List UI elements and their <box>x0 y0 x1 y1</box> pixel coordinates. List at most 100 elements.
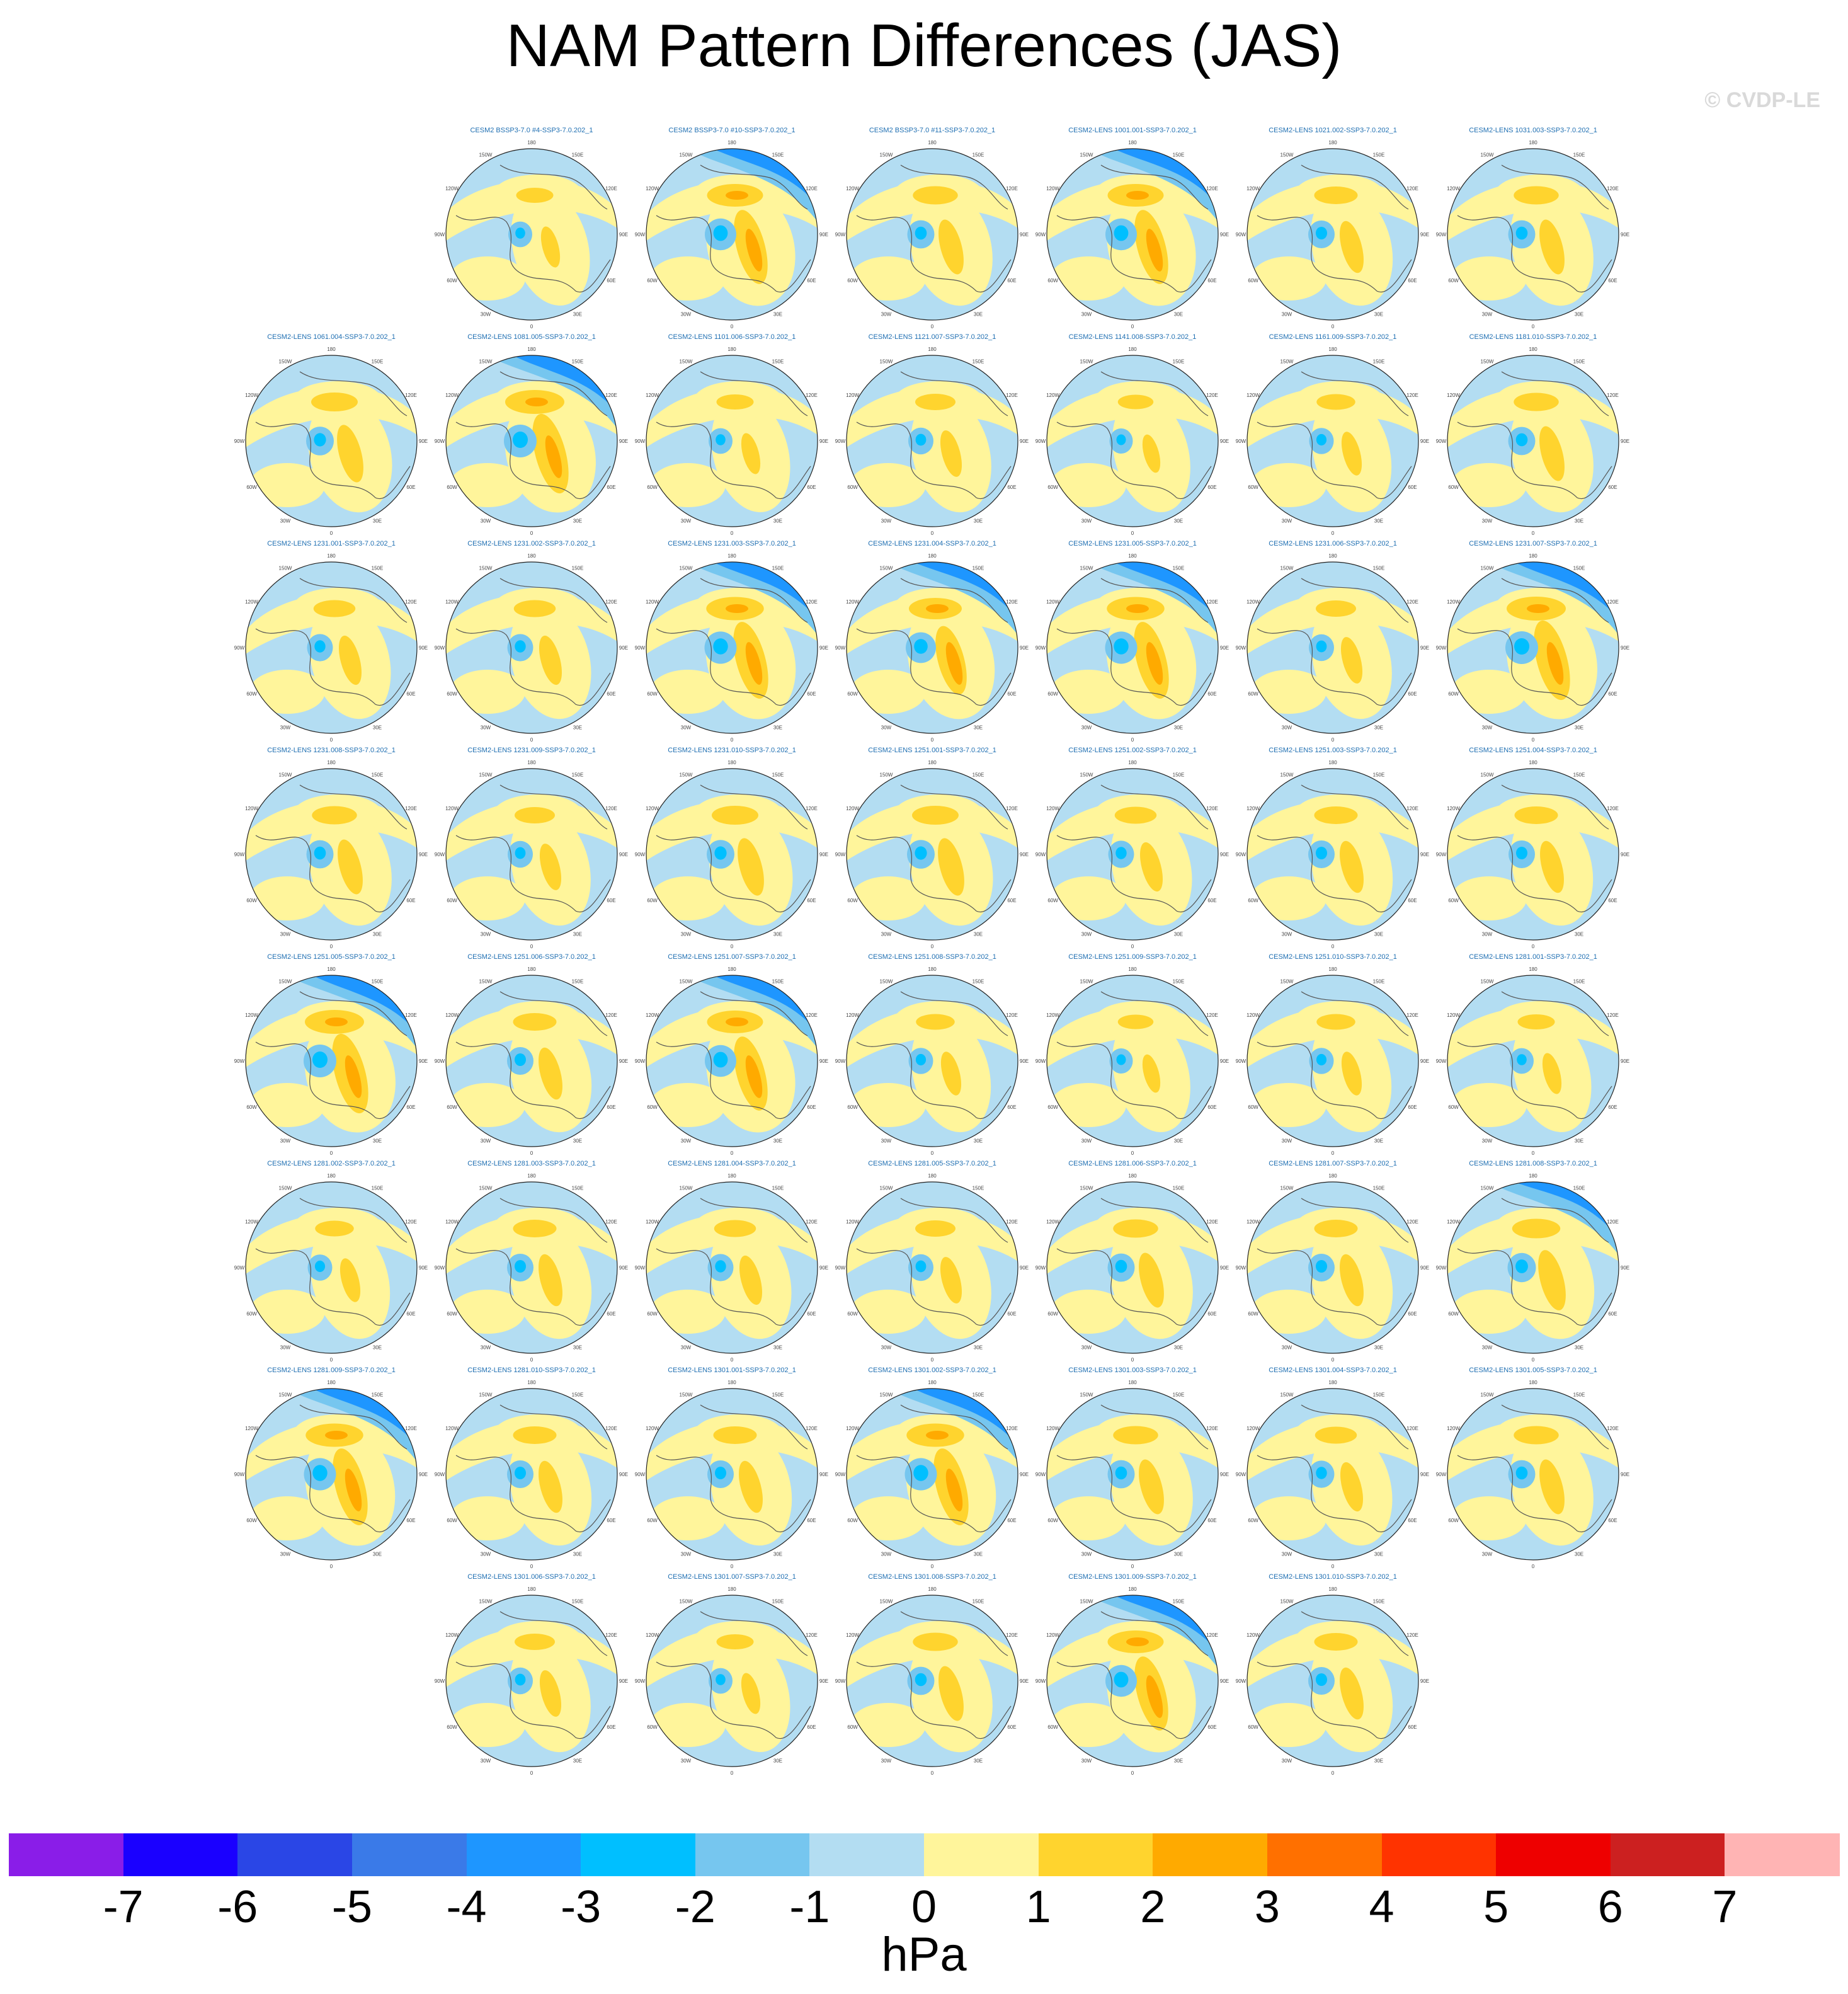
longitude-label: 180 <box>1529 966 1537 972</box>
longitude-label: 90W <box>1436 1265 1447 1271</box>
longitude-label: 90W <box>635 1678 646 1684</box>
longitude-label: 150E <box>1573 152 1585 158</box>
longitude-label: 60W <box>246 1104 257 1110</box>
contour-field <box>847 769 1018 940</box>
longitude-label: 120W <box>646 392 659 398</box>
longitude-label: 150E <box>1373 359 1385 365</box>
map-panel: CESM2-LENS 1141.008-SSP3-7.0.202_1 180 150… <box>1032 333 1233 541</box>
longitude-label: 120W <box>1046 392 1059 398</box>
longitude-label: 180 <box>928 553 937 559</box>
longitude-label: 0 <box>1332 530 1335 536</box>
longitude-label: 150E <box>772 1186 784 1191</box>
contour-field <box>1247 975 1418 1147</box>
longitude-label: 0 <box>330 737 333 743</box>
longitude-label: 60E <box>1007 1518 1016 1523</box>
longitude-label: 30E <box>974 311 983 317</box>
longitude-label: 60E <box>1408 1724 1417 1730</box>
longitude-label: 90W <box>1035 232 1046 238</box>
longitude-label: 120W <box>445 1012 459 1018</box>
colorbar-tick-label: -5 <box>331 1882 372 1932</box>
longitude-label: 90W <box>234 438 245 444</box>
longitude-label: 90E <box>1621 1058 1629 1064</box>
map-panel: CESM2-LENS 1161.009-SSP3-7.0.202_1 180 150… <box>1232 333 1434 541</box>
panel-title: CESM2-LENS 1281.003-SSP3-7.0.202_1 <box>467 1160 596 1167</box>
map-panel: CESM2-LENS 1301.003-SSP3-7.0.202_1 180 150… <box>1032 1366 1233 1574</box>
longitude-label: 120E <box>1006 1219 1018 1225</box>
longitude-label: 150W <box>1481 979 1494 985</box>
longitude-label: 60W <box>246 1311 257 1317</box>
longitude-label: 180 <box>1529 553 1537 559</box>
map-boundary <box>445 561 618 734</box>
longitude-label: 90E <box>819 852 828 857</box>
polar-map: 180 150E 120E 90E 60E 30E 0 30W 60W 90W 120W 150W <box>1236 966 1429 1156</box>
longitude-label: 30W <box>1282 311 1292 317</box>
polar-map: 180 150E 120E 90E 60E 30E 0 30W 60W 90W 120W 150W <box>1436 760 1629 949</box>
longitude-label: 150E <box>572 1599 584 1605</box>
longitude-label: 120W <box>1246 1632 1260 1638</box>
longitude-label: 150W <box>880 1392 893 1398</box>
longitude-label: 120W <box>245 1219 258 1225</box>
map-boundary <box>445 768 618 941</box>
longitude-label: 30E <box>373 1551 382 1557</box>
longitude-label: 90E <box>1220 232 1229 238</box>
contour-field <box>246 769 417 940</box>
longitude-label: 120E <box>405 1012 417 1018</box>
longitude-label: 150E <box>372 359 384 365</box>
longitude-label: 90W <box>435 645 445 651</box>
longitude-label: 0 <box>1131 530 1134 536</box>
map-boundary <box>1447 561 1619 734</box>
longitude-label: 90W <box>835 1265 846 1271</box>
longitude-label: 60W <box>1047 898 1058 903</box>
map-boundary <box>1246 355 1419 527</box>
longitude-label: 0 <box>1131 1357 1134 1363</box>
longitude-label: 0 <box>330 530 333 536</box>
panel-title: CESM2-LENS 1281.008-SSP3-7.0.202_1 <box>1469 1160 1597 1167</box>
longitude-label: 90E <box>619 1472 628 1477</box>
longitude-label: 60W <box>1448 278 1459 284</box>
longitude-label: 180 <box>527 553 536 559</box>
longitude-label: 0 <box>330 1357 333 1363</box>
longitude-label: 0 <box>1131 1150 1134 1156</box>
longitude-label: 30W <box>1081 1138 1092 1143</box>
map-boundary <box>1246 1181 1419 1354</box>
longitude-label: 30E <box>1174 1551 1183 1557</box>
panel-title: CESM2-LENS 1301.004-SSP3-7.0.202_1 <box>1269 1367 1397 1374</box>
map-boundary <box>846 1595 1018 1767</box>
longitude-label: 60E <box>1408 278 1417 284</box>
longitude-label: 180 <box>527 1380 536 1385</box>
longitude-label: 180 <box>727 1586 736 1592</box>
longitude-label: 0 <box>1131 737 1134 743</box>
longitude-label: 60E <box>1608 484 1617 490</box>
longitude-label: 150W <box>1280 152 1294 158</box>
panel-title: CESM2-LENS 1101.006-SSP3-7.0.202_1 <box>668 333 796 341</box>
longitude-label: 90W <box>835 645 846 651</box>
longitude-label: 0 <box>931 737 934 743</box>
map-panel: CESM2-LENS 1231.001-SSP3-7.0.202_1 180 150… <box>231 539 432 747</box>
longitude-label: 120E <box>1206 1632 1218 1638</box>
longitude-label: 180 <box>527 760 536 765</box>
map-boundary <box>846 561 1018 734</box>
longitude-label: 120W <box>245 392 258 398</box>
longitude-label: 180 <box>1128 966 1137 972</box>
colorbar-segment <box>1038 1833 1153 1876</box>
contour-field <box>847 1595 1018 1767</box>
longitude-label: 0 <box>1332 737 1335 743</box>
longitude-label: 90W <box>835 1472 846 1477</box>
longitude-label: 60E <box>807 484 816 490</box>
colorbar-segment <box>237 1833 353 1876</box>
contour-field <box>646 1389 818 1560</box>
map-boundary <box>846 975 1018 1147</box>
map-panel: CESM2-LENS 1021.002-SSP3-7.0.202_1 180 150… <box>1232 126 1434 334</box>
longitude-label: 30E <box>1174 518 1183 524</box>
longitude-label: 60E <box>1007 278 1016 284</box>
longitude-label: 0 <box>330 1150 333 1156</box>
longitude-label: 180 <box>327 553 336 559</box>
longitude-label: 0 <box>1532 324 1535 329</box>
longitude-label: 120W <box>646 1012 659 1018</box>
colorbar-tick-label: 5 <box>1483 1882 1509 1932</box>
contour-field <box>1247 355 1418 527</box>
longitude-label: 90E <box>1020 852 1029 857</box>
longitude-label: 30W <box>1081 1344 1092 1350</box>
longitude-label: 90W <box>234 1265 245 1271</box>
contour-field <box>1447 1389 1619 1560</box>
